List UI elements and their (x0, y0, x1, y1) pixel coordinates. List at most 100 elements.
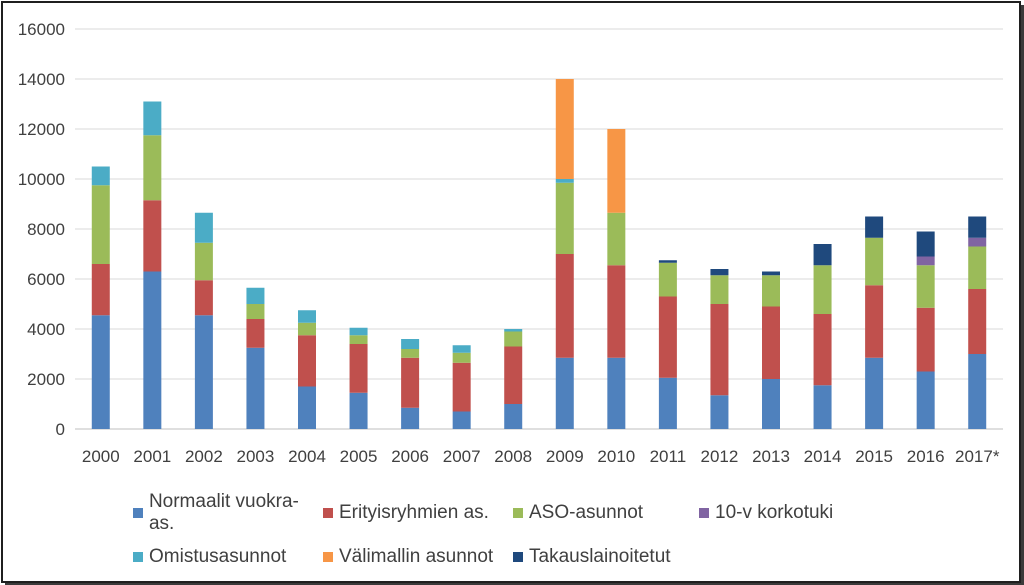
y-tick-label: 2000 (27, 370, 65, 389)
bar-segment (504, 404, 523, 429)
bar-segment (298, 322, 316, 336)
bar-segment (143, 200, 162, 272)
bar-segment (194, 315, 213, 429)
bar-segment (504, 346, 523, 404)
y-tick-label: 0 (56, 420, 65, 439)
y-tick-label: 12000 (18, 120, 65, 139)
legend-label: ASO-asunnot (529, 502, 644, 523)
bar-segment (246, 347, 265, 429)
legend-item-normaalit: Normaalit vuokra-as. (133, 491, 323, 535)
bar-segment (298, 310, 316, 323)
y-tick-label: 10000 (18, 170, 65, 189)
x-tick-label: 2007 (443, 447, 481, 466)
bar-segment (916, 265, 935, 308)
bar-segment (143, 101, 162, 136)
bar-segment (504, 329, 523, 332)
bar-segment (762, 379, 780, 429)
bar-segment (91, 185, 110, 264)
bar-segment (91, 166, 110, 186)
bar-segment (298, 386, 316, 429)
bar-segment (710, 395, 729, 429)
x-tick-label: 2006 (391, 447, 429, 466)
x-tick-label: 2014 (804, 447, 842, 466)
legend-swatch (323, 508, 333, 518)
bar-segment (813, 265, 832, 314)
bar-segment (246, 319, 265, 348)
bar-segment (401, 349, 420, 358)
bar-segment (607, 212, 626, 266)
legend-item-omistus: Omistusasunnot (133, 546, 323, 568)
bar-segment (246, 304, 265, 319)
bar-segment (555, 357, 574, 429)
legend-swatch (513, 508, 523, 518)
legend-label: Takauslainoitetut (529, 546, 671, 567)
bar-segment (710, 275, 729, 304)
bar-segment (298, 335, 316, 387)
x-tick-label: 2012 (701, 447, 739, 466)
x-tick-label: 2009 (546, 447, 584, 466)
bar-segment (710, 269, 729, 276)
bar-segment (194, 212, 213, 243)
bar-segment (452, 362, 471, 412)
stacked-bar-chart: 0 2000 4000 6000 8000 10000 12000 14000 16000 200… (18, 20, 1003, 466)
bar-segment (916, 256, 935, 266)
legend-label: Välimallin asunnot (339, 546, 494, 567)
bar-segment (762, 306, 780, 379)
bar-segment (91, 264, 110, 316)
bar-segment (658, 262, 677, 297)
y-tick-label: 8000 (27, 220, 65, 239)
bar-segment (968, 246, 987, 289)
bar-segment (865, 237, 884, 286)
bar-segment (968, 354, 987, 429)
legend-swatch (133, 552, 143, 562)
bar-segment (968, 237, 987, 247)
bar-segment (968, 289, 987, 354)
bar-segment (401, 357, 420, 408)
bar-segment (658, 260, 677, 263)
x-tick-label: 2017* (955, 447, 1000, 466)
bar-segment (246, 287, 265, 304)
bar-segment (710, 304, 729, 396)
bar-segment (607, 129, 626, 213)
bar-segment (401, 407, 420, 429)
bar-segment (401, 339, 420, 349)
x-tick-label: 2013 (752, 447, 790, 466)
bar-segment (658, 296, 677, 378)
bar-segment (555, 254, 574, 358)
bar-segment (349, 327, 368, 336)
legend-row-1: Normaalit vuokra-as. Erityisryhmien as. … (133, 491, 953, 535)
y-tick-label: 6000 (27, 270, 65, 289)
bar-segment (452, 411, 471, 429)
bar-segment (91, 315, 110, 429)
y-tick-label: 14000 (18, 70, 65, 89)
bar-segment (762, 275, 780, 307)
legend-label: 10-v korkotuki (715, 502, 834, 523)
legend-swatch (323, 552, 333, 562)
bar-segment (143, 271, 162, 429)
bar-segment (607, 357, 626, 429)
bar-segment (916, 231, 935, 257)
legend-item-valimallin: Välimallin asunnot (323, 546, 513, 568)
legend-swatch (513, 552, 523, 562)
bar-segment (349, 335, 368, 344)
legend-swatch (133, 508, 143, 518)
bar-segment (865, 357, 884, 429)
bar-segment (916, 307, 935, 372)
legend-item-takaus: Takauslainoitetut (513, 546, 671, 568)
bar-segment (813, 244, 832, 266)
bar-segment (194, 242, 213, 281)
legend-label: Normaalit vuokra-as. (148, 491, 299, 534)
bar-segment (452, 345, 471, 353)
chart-legend: Normaalit vuokra-as. Erityisryhmien as. … (133, 491, 953, 579)
x-tick-label: 2002 (185, 447, 223, 466)
bar-segment (762, 271, 780, 276)
bar-segment (813, 385, 832, 429)
legend-swatch (699, 508, 709, 518)
legend-row-2: Omistusasunnot Välimallin asunnot Takaus… (133, 535, 953, 579)
bar-segment (555, 182, 574, 254)
bar-segment (865, 285, 884, 358)
x-tick-label: 2003 (237, 447, 275, 466)
bar-segment (813, 314, 832, 386)
bar-segment (916, 371, 935, 429)
